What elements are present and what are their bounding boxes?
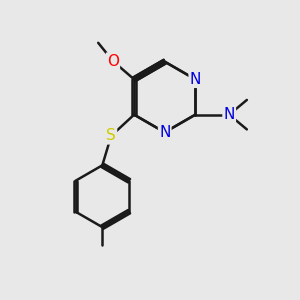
Text: O: O	[107, 54, 119, 69]
Text: N: N	[190, 72, 201, 87]
Text: S: S	[106, 128, 116, 143]
Text: N: N	[224, 107, 235, 122]
Text: N: N	[159, 125, 170, 140]
